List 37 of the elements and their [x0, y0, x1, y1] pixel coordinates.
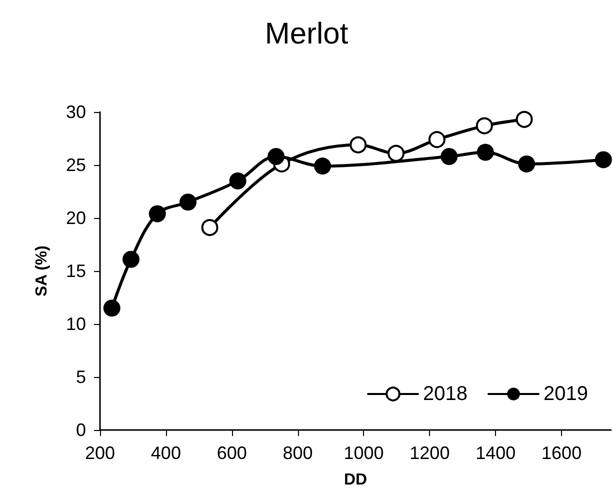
point [122, 250, 140, 268]
y-axis-title: SA (%) [34, 246, 50, 296]
chart-title: Merlot [264, 18, 349, 50]
point [476, 144, 494, 161]
point [201, 219, 218, 236]
point [518, 155, 536, 172]
point [516, 110, 533, 128]
y-tick-label: 0 [76, 420, 86, 440]
x-tick-label: 1000 [344, 443, 384, 463]
x-tick-label: 1200 [410, 443, 450, 463]
point [229, 172, 246, 190]
y-tick-label: 30 [66, 102, 86, 122]
legend-label: 2018 [423, 383, 468, 405]
legend-label: 2019 [544, 383, 588, 405]
point [103, 300, 120, 317]
y-tick-label: 25 [66, 155, 86, 175]
point [440, 148, 458, 166]
point [180, 194, 197, 211]
y-tick-label: 15 [66, 261, 86, 281]
x-tick-label: 400 [150, 443, 181, 463]
x-tick-label: 1400 [476, 443, 516, 463]
y-tick-label: 10 [66, 314, 86, 334]
x-tick-label: 800 [282, 443, 313, 463]
point [476, 117, 493, 134]
point [594, 151, 612, 168]
y-tick-label: 5 [76, 367, 86, 387]
x-axis-title: DD [344, 472, 368, 488]
point [388, 144, 405, 162]
point [314, 158, 332, 175]
point [350, 136, 367, 154]
x-tick-label: 1600 [542, 443, 582, 463]
x-tick-label: 200 [84, 443, 116, 463]
y-tick-label: 20 [66, 208, 86, 228]
x-tick-label: 600 [216, 443, 247, 463]
point [268, 148, 285, 166]
point [428, 131, 446, 148]
point [148, 205, 166, 222]
